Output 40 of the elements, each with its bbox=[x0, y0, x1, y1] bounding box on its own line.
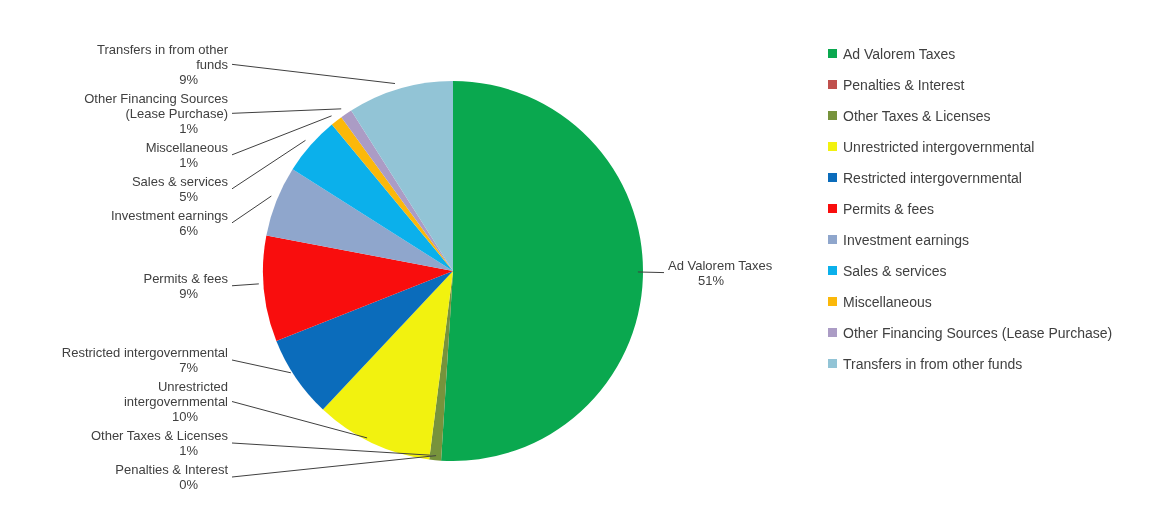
legend-label: Permits & fees bbox=[843, 200, 935, 217]
pie-slice bbox=[351, 81, 453, 271]
category-label: Penalties & Interest bbox=[115, 462, 228, 477]
slice-label: Transfers in from other funds bbox=[96, 41, 229, 72]
slice-label: Other Financing Sources (Lease Purchase) bbox=[84, 90, 229, 121]
legend-label: Sales & services bbox=[843, 262, 947, 279]
pie-slice bbox=[322, 271, 453, 460]
pie-slice bbox=[292, 124, 453, 271]
data-label: 5% bbox=[179, 188, 199, 204]
slice-label: Ad Valorem Taxes bbox=[668, 257, 773, 273]
legend-label: Investment earnings bbox=[843, 231, 970, 248]
legend-label: Other Financing Sources (Lease Purchase) bbox=[843, 324, 1113, 341]
slice-label: Permits & fees bbox=[143, 270, 229, 286]
data-label: 6% bbox=[179, 222, 199, 238]
slice-label: Sales & services bbox=[131, 173, 229, 189]
slice-label: Unrestricted intergovernmental bbox=[123, 379, 229, 409]
data-label: 1% bbox=[179, 120, 199, 136]
pie-slice bbox=[441, 81, 643, 461]
slice-label: Other Taxes & Licenses bbox=[90, 428, 229, 443]
slice-label: Investment earnings bbox=[110, 207, 229, 223]
pie-slice bbox=[266, 169, 453, 271]
text: 0% bbox=[179, 477, 198, 492]
legend-label: Unrestricted intergovernmental bbox=[843, 138, 1035, 155]
legend-label: Ad Valorem Taxes bbox=[843, 45, 956, 62]
legend-label: Restricted intergovernmental bbox=[843, 169, 1022, 186]
data-label: 9% bbox=[179, 71, 199, 87]
legend-label: Miscellaneous bbox=[843, 293, 932, 310]
data-label: 7% bbox=[179, 360, 199, 375]
data-label: 9% bbox=[179, 285, 199, 301]
data-label: 1% bbox=[179, 443, 199, 458]
data-label: 10% bbox=[171, 409, 199, 424]
data-label: 51% bbox=[698, 272, 725, 288]
pie-slice bbox=[263, 235, 453, 341]
legend-label: Transfers in from other funds bbox=[843, 355, 1023, 372]
legend-label: Penalties & Interest bbox=[843, 76, 965, 93]
slice-label: Miscellaneous bbox=[145, 139, 229, 155]
slice-label: Restricted intergovernmental bbox=[61, 345, 229, 360]
pie-slice bbox=[276, 271, 453, 410]
data-label: 1% bbox=[179, 154, 199, 170]
legend-label: Other Taxes & Licenses bbox=[843, 107, 991, 124]
